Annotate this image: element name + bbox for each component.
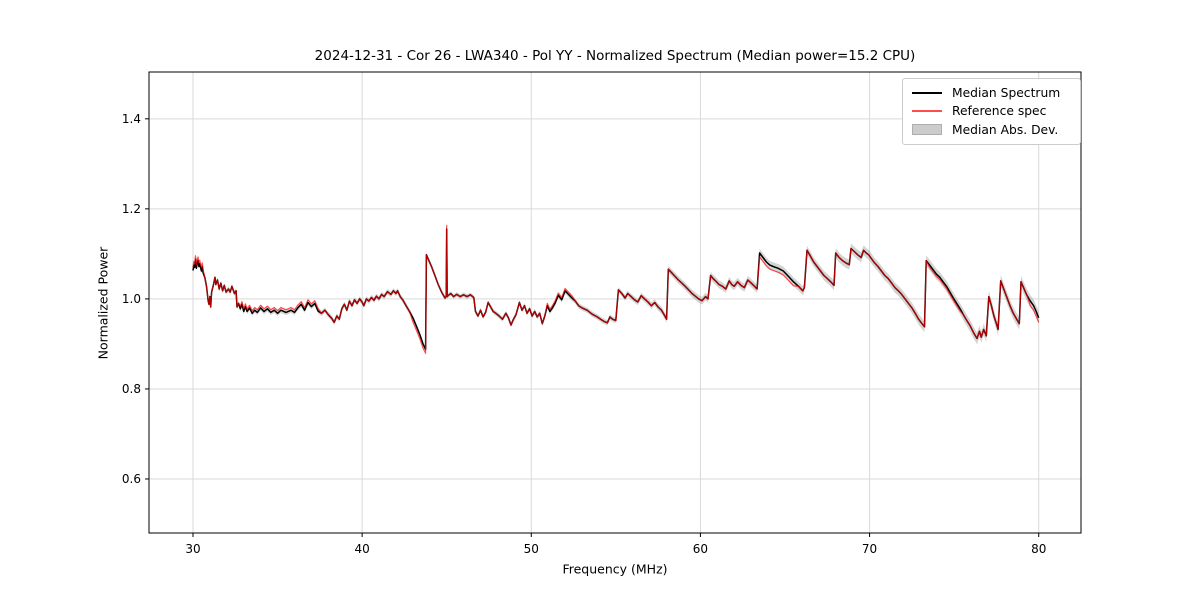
chart-title: 2024-12-31 - Cor 26 - LWA340 - Pol YY - … [314, 48, 916, 64]
mad-band [193, 226, 1039, 352]
legend-item-median-spectrum: Median Spectrum [912, 84, 1071, 102]
legend-label-median-spectrum: Median Spectrum [952, 86, 1061, 101]
series-median [192, 228, 1040, 351]
legend-line-red-icon [912, 110, 942, 113]
y-tick-label: 1.2 [122, 202, 141, 216]
y-axis-label: Normalized Power [95, 246, 111, 360]
x-tick-label: 80 [1031, 542, 1046, 556]
series-reference [192, 224, 1040, 354]
x-tick-label: 70 [862, 542, 877, 556]
legend-label-median-abs-dev: Median Abs. Dev. [952, 122, 1059, 137]
y-tick-label: 0.6 [122, 472, 141, 486]
axes-border [148, 71, 1082, 534]
legend: Median Spectrum Reference spec Median Ab… [902, 78, 1081, 145]
legend-label-reference-spec: Reference spec [952, 104, 1047, 119]
legend-patch-gray-icon [912, 124, 942, 136]
x-tick-label: 60 [693, 542, 708, 556]
x-tick-label: 30 [185, 542, 200, 556]
y-tick-label: 0.8 [122, 382, 141, 396]
legend-item-reference-spec: Reference spec [912, 102, 1071, 120]
x-axis-label: Frequency (MHz) [562, 561, 668, 577]
legend-line-black-icon [912, 92, 942, 95]
y-tick-label: 1.4 [122, 112, 141, 126]
x-tick-label: 50 [524, 542, 539, 556]
y-tick-label: 1.0 [122, 292, 141, 306]
legend-item-median-abs-dev: Median Abs. Dev. [912, 121, 1071, 139]
x-tick-label: 40 [354, 542, 369, 556]
